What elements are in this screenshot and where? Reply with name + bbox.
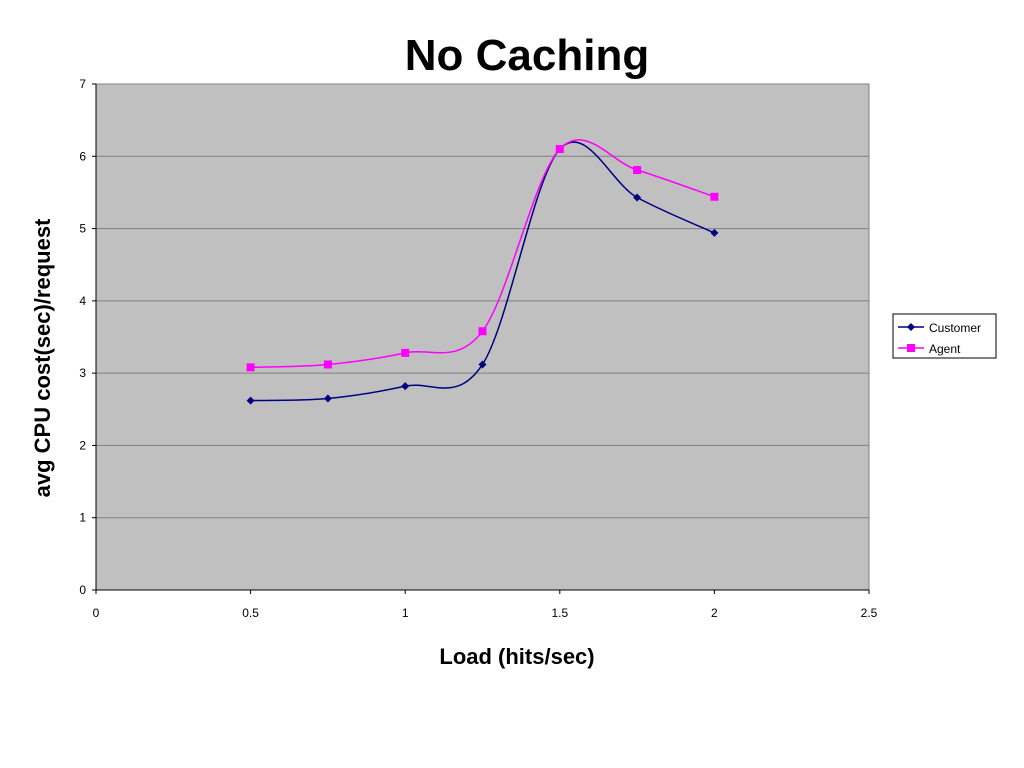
- x-tick-label: 1: [402, 606, 409, 620]
- y-tick-label: 4: [79, 294, 86, 308]
- y-tick-label: 0: [79, 583, 86, 597]
- agent-legend-marker: [907, 344, 915, 352]
- y-tick-label: 1: [79, 511, 86, 525]
- y-tick-label: 5: [79, 222, 86, 236]
- y-tick-label: 7: [79, 77, 86, 91]
- agent-legend-label: Agent: [929, 342, 961, 356]
- x-axis-title: Load (hits/sec): [439, 644, 594, 669]
- customer-data-point: [633, 193, 642, 202]
- y-axis-title: avg CPU cost(sec)/request: [30, 218, 55, 497]
- y-tick-label: 6: [79, 149, 86, 163]
- customer-legend-marker: [907, 323, 915, 331]
- legend: Customer Agent: [892, 313, 997, 359]
- agent-data-point: [633, 166, 642, 175]
- agent-data-point: [401, 348, 410, 357]
- x-tick-label: 1.5: [551, 606, 568, 620]
- y-tick-label: 2: [79, 438, 86, 452]
- customer-legend-label: Customer: [929, 321, 981, 335]
- agent-data-point: [323, 360, 332, 369]
- y-tick-label: 3: [79, 366, 86, 380]
- plot-area: [95, 83, 870, 591]
- agent-data-point: [710, 192, 719, 201]
- agent-data-point: [555, 145, 564, 154]
- agent-data-point: [478, 327, 487, 336]
- agent-data-point: [246, 363, 255, 372]
- customer-data-point: [710, 228, 719, 237]
- chart-title: No Caching: [405, 31, 649, 80]
- x-tick-label: 0: [93, 606, 100, 620]
- customer-data-point: [323, 394, 332, 403]
- customer-data-point: [478, 360, 487, 369]
- x-tick-label: 2.5: [861, 606, 878, 620]
- x-tick-label: 0.5: [242, 606, 259, 620]
- customer-data-point: [246, 396, 255, 405]
- x-tick-label: 2: [711, 606, 718, 620]
- customer-data-point: [401, 382, 410, 391]
